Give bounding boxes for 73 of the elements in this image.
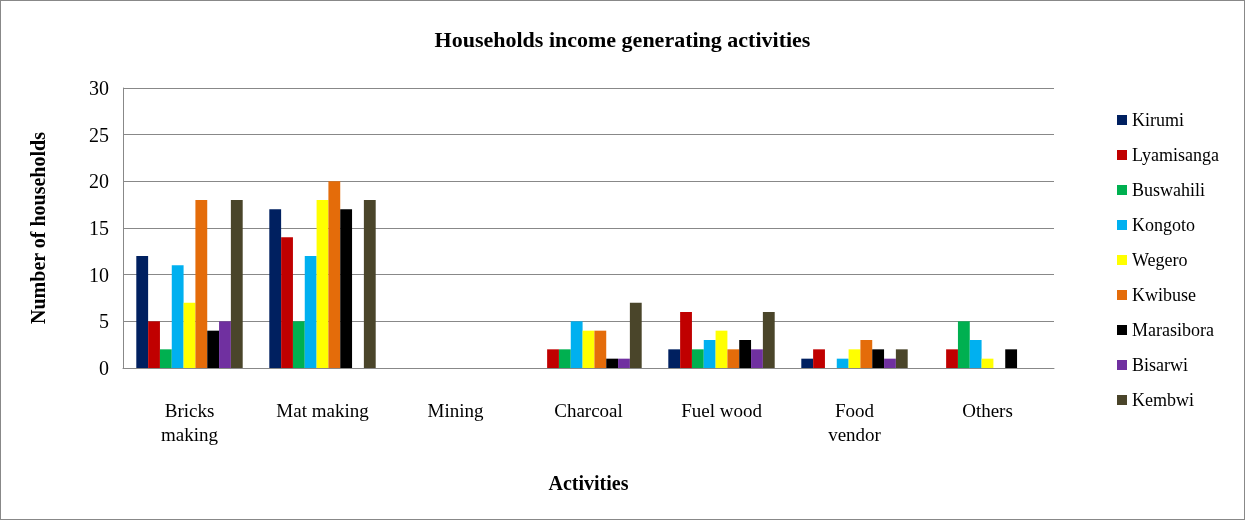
x-tick-label: Food vendor xyxy=(828,399,882,445)
bar xyxy=(751,349,763,368)
legend-label: Bisarwi xyxy=(1132,355,1189,375)
bar xyxy=(680,312,692,368)
bar xyxy=(618,358,630,368)
x-axis-title: Activities xyxy=(548,472,629,494)
bar xyxy=(946,349,958,368)
y-tick-label: 20 xyxy=(89,170,109,193)
x-tick-label: Bricks making xyxy=(161,399,219,445)
bar xyxy=(159,349,172,368)
x-tick-label: Charcoal xyxy=(554,399,623,421)
bar xyxy=(269,209,282,368)
bar xyxy=(547,349,559,368)
bar xyxy=(1005,349,1018,368)
y-tick-label: 25 xyxy=(89,123,109,146)
bar xyxy=(762,312,775,368)
legend-label: Marasibora xyxy=(1132,320,1214,340)
bar xyxy=(316,200,329,368)
x-tick-label: Mining xyxy=(427,399,484,421)
bar xyxy=(884,358,896,368)
y-tick-label: 30 xyxy=(89,77,109,99)
bar xyxy=(594,330,607,368)
bar xyxy=(848,349,861,368)
legend-label: Kembwi xyxy=(1132,390,1195,410)
bar xyxy=(582,330,595,368)
bar xyxy=(895,349,908,368)
bar xyxy=(136,256,149,368)
bar xyxy=(957,321,970,368)
bar xyxy=(860,340,873,368)
bar xyxy=(171,265,184,368)
bar xyxy=(691,349,704,368)
bar xyxy=(727,349,740,368)
chart-title: Households income generating activities xyxy=(434,26,811,52)
bar xyxy=(739,340,752,368)
y-axis-title: Number of households xyxy=(27,131,49,324)
bar xyxy=(981,358,994,368)
y-tick-label: 0 xyxy=(99,357,109,379)
bar xyxy=(148,321,160,368)
bar xyxy=(328,181,341,368)
bar xyxy=(195,200,208,368)
bar xyxy=(558,349,571,368)
y-tick-label: 10 xyxy=(89,263,109,286)
bar xyxy=(281,237,293,368)
bar xyxy=(230,200,243,368)
bar xyxy=(715,330,728,368)
bar xyxy=(969,340,982,368)
bar xyxy=(219,321,231,368)
bar xyxy=(363,200,376,368)
legend-label: Lyamisanga xyxy=(1132,145,1220,165)
bar xyxy=(703,340,716,368)
bar xyxy=(606,358,619,368)
x-tick-label: Fuel wood xyxy=(681,399,763,421)
bar xyxy=(207,330,220,368)
bar xyxy=(183,302,196,368)
bar xyxy=(801,358,814,368)
legend-label: Kwibuse xyxy=(1132,285,1197,305)
legend-label: Kirumi xyxy=(1132,110,1185,130)
y-tick-label: 15 xyxy=(89,217,109,239)
bar xyxy=(813,349,825,368)
bar xyxy=(340,209,353,368)
legend-label: Kongoto xyxy=(1132,215,1196,235)
bar xyxy=(629,302,642,368)
legend-label: Wegero xyxy=(1132,250,1188,270)
legend-label: Buswahili xyxy=(1132,180,1206,200)
y-tick-label: 5 xyxy=(99,310,109,333)
bar xyxy=(570,321,583,368)
bar xyxy=(872,349,885,368)
bar xyxy=(836,358,849,368)
bar xyxy=(292,321,305,368)
x-tick-label: Mat making xyxy=(276,399,370,421)
bar xyxy=(668,349,681,368)
x-tick-label: Others xyxy=(962,399,1013,421)
bar xyxy=(304,256,317,368)
